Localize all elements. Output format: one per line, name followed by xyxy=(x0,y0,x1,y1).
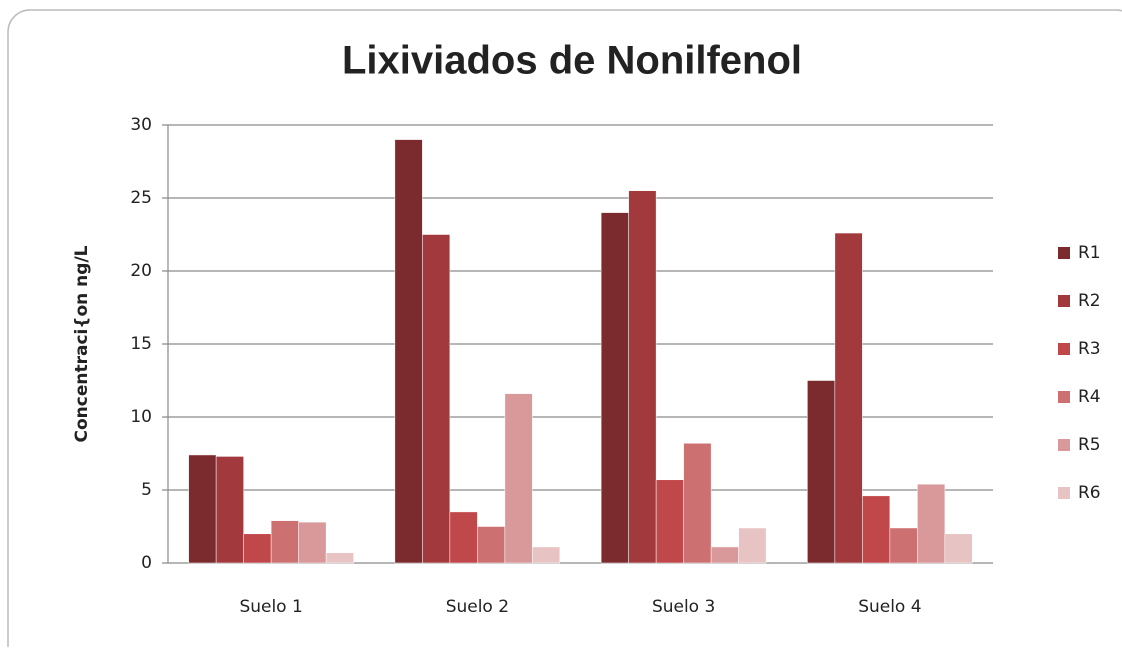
y-tick-label: 0 xyxy=(141,553,152,573)
y-tick-label: 5 xyxy=(141,480,152,500)
bar xyxy=(807,380,836,564)
bar xyxy=(710,546,739,564)
bar xyxy=(243,533,272,564)
y-axis-label: Concentraci{on ng/L xyxy=(72,245,92,442)
x-tick-label: Suelo 4 xyxy=(858,597,921,617)
bar xyxy=(477,526,506,564)
legend-label: R1 xyxy=(1078,243,1101,263)
bar xyxy=(532,546,561,564)
x-tick-label: Suelo 2 xyxy=(446,597,509,617)
bar xyxy=(683,443,712,564)
legend-label: R4 xyxy=(1078,387,1101,407)
bar xyxy=(628,190,657,564)
legend-swatch xyxy=(1058,295,1070,307)
y-tick-label: 15 xyxy=(130,334,152,354)
bar xyxy=(422,234,451,564)
bar xyxy=(188,454,217,564)
y-tick-label: 20 xyxy=(130,261,152,281)
bar xyxy=(215,456,244,564)
x-tick-label: Suelo 1 xyxy=(239,597,302,617)
bar xyxy=(504,393,533,564)
legend-swatch xyxy=(1058,439,1070,451)
chart-title: Lixiviados de Nonilfenol xyxy=(342,39,802,83)
legend-swatch xyxy=(1058,247,1070,259)
y-tick-label: 10 xyxy=(130,407,152,427)
y-tick-label: 25 xyxy=(130,188,152,208)
bar xyxy=(298,521,327,564)
bar xyxy=(394,139,423,564)
bar xyxy=(325,552,354,564)
bar xyxy=(889,527,918,564)
legend-label: R2 xyxy=(1078,291,1101,311)
bar xyxy=(270,520,299,564)
legend-label: R5 xyxy=(1078,435,1101,455)
legend-label: R3 xyxy=(1078,339,1101,359)
bar xyxy=(655,479,684,564)
legend-swatch xyxy=(1058,487,1070,499)
bar xyxy=(600,212,629,564)
bar xyxy=(834,232,863,564)
bar xyxy=(917,483,946,564)
y-tick-label: 30 xyxy=(130,115,152,135)
bar xyxy=(449,511,478,564)
bar xyxy=(862,495,891,564)
legend-swatch xyxy=(1058,391,1070,403)
x-tick-label: Suelo 3 xyxy=(652,597,715,617)
legend-label: R6 xyxy=(1078,483,1101,503)
legend-swatch xyxy=(1058,343,1070,355)
bar xyxy=(944,533,973,564)
bar xyxy=(738,527,767,564)
